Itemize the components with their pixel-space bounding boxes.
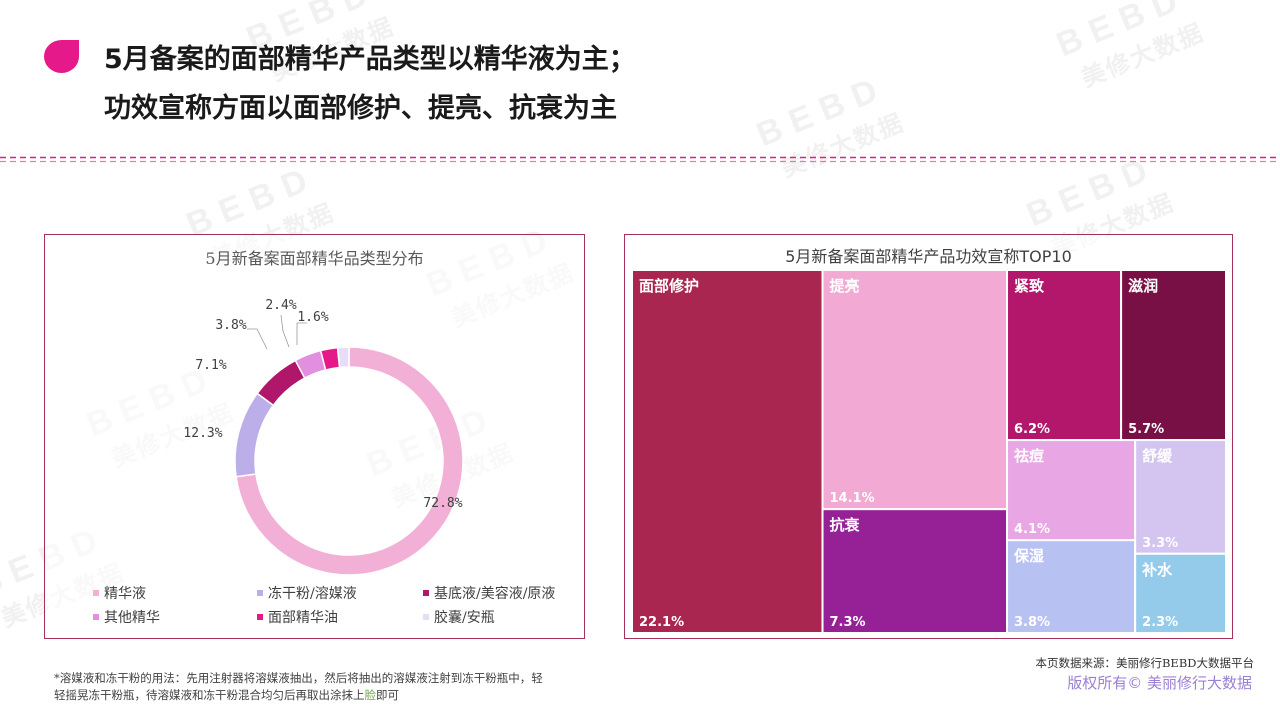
donut-data-label: 2.4% — [265, 298, 296, 313]
treemap-label: 抗衰 — [830, 516, 861, 534]
treemap-tile: 提亮 14.1% — [821, 269, 1009, 511]
donut-leader-line — [247, 328, 268, 350]
treemap-tile: 面部修护 22.1% — [631, 269, 824, 634]
legend-item: 胶囊/安瓶 — [423, 607, 495, 627]
treemap-label: 舒缓 — [1142, 447, 1173, 465]
legend-label: 胶囊/安瓶 — [434, 610, 495, 626]
treemap-tile: 舒缓 3.3% — [1134, 439, 1227, 555]
donut-data-label: 7.1% — [195, 358, 226, 373]
legend-item: 基底液/美容液/原液 — [423, 583, 555, 603]
treemap-panel: 5月新备案面部精华产品功效宣称TOP10 面部修护 22.1% 提亮 14.1% 抗衰 7… — [624, 234, 1233, 639]
donut-chart: 72.8% 12.3% 7.1% 3.8% 2.4%1.6% — [183, 298, 464, 575]
treemap-value: 22.1% — [639, 615, 684, 630]
treemap-rect — [1006, 269, 1123, 442]
copyright: 版权所有© 美丽修行大数据 — [1067, 674, 1252, 692]
legend-item: 冻干粉/溶媒液 — [257, 583, 357, 603]
legend-label: 冻干粉/溶媒液 — [268, 586, 357, 602]
treemap-value: 3.3% — [1142, 536, 1178, 551]
donut-data-label: 12.3% — [183, 426, 222, 441]
treemap-rect — [1120, 269, 1227, 442]
footnote-highlight: 脸 — [364, 688, 377, 702]
treemap-tile: 祛痘 4.1% — [1006, 439, 1137, 542]
legend-item: 其他精华 — [93, 607, 160, 627]
headline-line-1: 5月备案的面部精华产品类型以精华液为主； — [104, 44, 636, 75]
legend-label: 面部精华油 — [268, 610, 338, 626]
donut-leader-line — [296, 322, 307, 345]
legend-label: 其他精华 — [104, 610, 160, 626]
legend-swatch — [423, 590, 429, 596]
treemap-value: 14.1% — [830, 491, 875, 506]
treemap-title: 5月新备案面部精华产品功效宣称TOP10 — [785, 247, 1072, 266]
donut-slice — [234, 392, 275, 478]
treemap-label: 滋润 — [1128, 277, 1158, 295]
donut-leader-line — [280, 314, 290, 348]
treemap-rect — [821, 269, 1009, 511]
legend-swatch — [93, 614, 99, 620]
treemap-value: 2.3% — [1142, 615, 1178, 630]
footnote-text-end: 即可 — [376, 688, 399, 702]
donut-data-label: 3.8% — [215, 318, 246, 333]
legend-swatch — [423, 614, 429, 620]
treemap-value: 7.3% — [830, 615, 866, 630]
donut-chart-panel: 5月新备案面部精华品类型分布 72.8% 12.3% 7.1% 3.8% 2.4% 1.6… — [44, 234, 585, 639]
legend-swatch — [257, 614, 263, 620]
treemap-label: 补水 — [1141, 561, 1173, 579]
treemap-tile: 紧致 6.2% — [1006, 269, 1123, 442]
donut-slice — [336, 346, 350, 369]
treemap-rect — [631, 269, 824, 634]
legend-swatch — [257, 590, 263, 596]
legend-label: 精华液 — [104, 586, 146, 602]
treemap-label: 紧致 — [1014, 277, 1045, 295]
data-source: 本页数据来源：美丽修行BEBD大数据平台 — [1035, 656, 1254, 670]
dashed-divider — [0, 156, 1280, 163]
treemap-rect — [1134, 439, 1227, 555]
donut-slice — [235, 346, 464, 575]
legend-item: 面部精华油 — [257, 607, 338, 627]
treemap-tile: 补水 2.3% — [1134, 552, 1227, 635]
treemap-rect — [1006, 439, 1137, 542]
legend-item: 精华液 — [93, 583, 146, 603]
treemap-rect — [821, 508, 1009, 634]
headline-line-2: 功效宣称方面以面部修护、提亮、抗衰为主 — [104, 93, 617, 124]
treemap-value: 5.7% — [1128, 422, 1164, 437]
donut-data-label: 1.6% — [297, 310, 328, 325]
donut-chart-title: 5月新备案面部精华品类型分布 — [205, 249, 424, 268]
treemap-label: 提亮 — [830, 277, 860, 295]
treemap-value: 3.8% — [1014, 615, 1050, 630]
treemap-tile: 滋润 5.7% — [1120, 269, 1227, 442]
treemap-label: 祛痘 — [1014, 447, 1044, 465]
treemap-chart: 面部修护 22.1% 提亮 14.1% 抗衰 7.3% 紧致 6.2% 滋润 5.7% 祛痘 4.1%… — [631, 269, 1227, 635]
legend-swatch — [93, 590, 99, 596]
donut-slice — [256, 359, 306, 407]
treemap-rect — [1134, 552, 1227, 635]
treemap-value: 4.1% — [1014, 522, 1050, 537]
footnote-text: *溶媒液和冻干粉的用法：先用注射器将溶媒液抽出，然后将抽出的溶媒液注射到冻干粉瓶… — [54, 671, 543, 702]
donut-data-label: 72.8% — [423, 496, 462, 511]
treemap-rect — [1006, 539, 1137, 634]
treemap-value: 6.2% — [1014, 422, 1050, 437]
footnote: *溶媒液和冻干粉的用法：先用注射器将溶媒液抽出，然后将抽出的溶媒液注射到冻干粉瓶… — [54, 670, 554, 704]
title-bullet-icon — [44, 40, 79, 73]
treemap-tile: 抗衰 7.3% — [821, 508, 1009, 634]
treemap-tile: 保湿 3.8% — [1006, 539, 1137, 634]
treemap-label: 面部修护 — [639, 277, 699, 295]
legend-label: 基底液/美容液/原液 — [434, 586, 556, 602]
treemap-label: 保湿 — [1013, 547, 1044, 565]
